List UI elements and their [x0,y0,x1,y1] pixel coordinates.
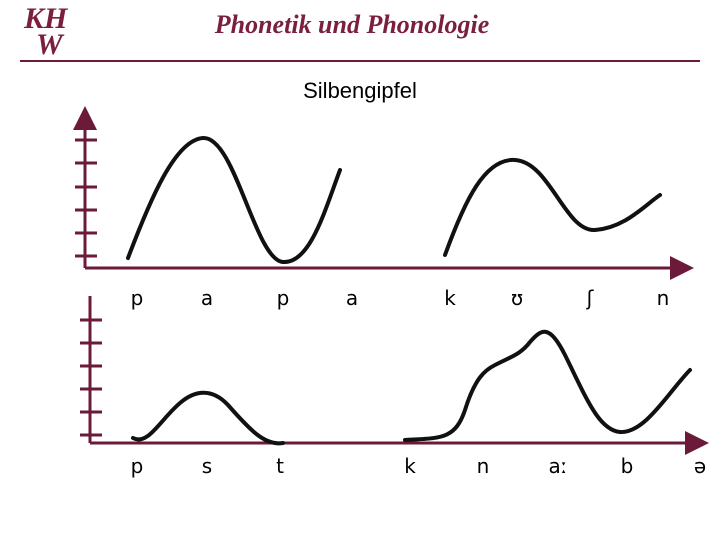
phone-label: ʊ [511,286,523,310]
phone-label: p [131,454,144,478]
lower-labels: p s t k n aː b ə [131,454,707,478]
phone-label: p [277,286,290,310]
phone-label: a [201,286,213,310]
logo-line2: W [36,28,65,61]
upper-labels: p a p a k ʊ ʃ n [131,286,670,310]
phone-label: k [404,454,416,478]
phone-label: n [657,286,670,310]
slide-title: Silbengipfel [303,78,417,103]
logo-line1: KH [23,2,69,35]
phone-label: a [346,286,358,310]
phone-label: aː [549,454,568,478]
curve [443,157,662,257]
header-title: Phonetik und Phonologie [214,10,490,39]
phone-label: n [477,454,490,478]
phone-label: p [131,286,144,310]
phone-label: b [621,454,634,478]
phone-label: k [444,286,456,310]
curve [403,330,692,442]
phone-label: s [202,454,212,478]
curve [126,135,342,265]
lower-axes [80,296,709,455]
phone-label: ə [694,454,706,478]
phone-label: ʃ [586,286,595,310]
phone-label: t [276,454,284,478]
upper-axes [73,106,694,280]
curve [131,390,285,446]
